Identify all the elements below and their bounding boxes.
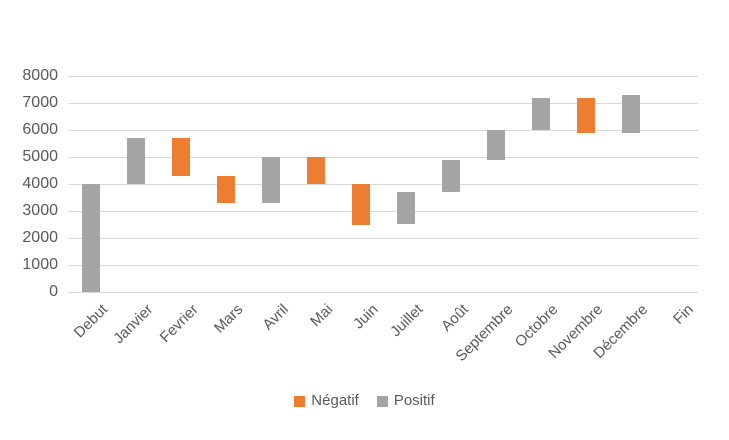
gridline-1000 [68, 265, 698, 266]
x-axis-label-debut: Debut [71, 301, 112, 342]
gridline-0 [68, 292, 698, 293]
gridline-2000 [68, 238, 698, 239]
legend-marker-positif [376, 395, 388, 407]
bar-juillet[interactable] [396, 192, 415, 225]
x-axis-label-mars: Mars [210, 301, 247, 337]
legend-label-positif: Positif [393, 392, 435, 409]
x-axis-label-avril: Avril [259, 301, 292, 334]
bar-decembre[interactable] [621, 94, 640, 133]
y-axis-tick-label-4000: 4000 [22, 175, 58, 192]
x-axis-label-juillet: Juillet [387, 301, 427, 341]
y-axis-tick-label-7000: 7000 [22, 94, 58, 111]
gridline-4000 [68, 184, 698, 185]
bar-juin[interactable] [351, 184, 370, 225]
gridline-7000 [68, 103, 698, 104]
y-axis-tick-label-0: 0 [49, 283, 58, 300]
y-axis-tick-label-3000: 3000 [22, 202, 58, 219]
gridline-3000 [68, 211, 698, 212]
bar-debut[interactable] [81, 184, 100, 292]
x-axis-label-juin: Juin [350, 301, 382, 333]
x-axis-label-fevrier: Fevrier [156, 301, 202, 347]
legend-label-negatif: Négatif [311, 392, 359, 409]
bar-fevrier[interactable] [171, 138, 190, 176]
gridline-8000 [68, 76, 698, 77]
gridline-6000 [68, 130, 698, 131]
gridline-5000 [68, 157, 698, 158]
bar-novembre[interactable] [576, 97, 595, 133]
bar-avril[interactable] [261, 157, 280, 203]
bar-mars[interactable] [216, 175, 235, 203]
x-axis-label-aout: Août [437, 301, 472, 335]
legend: Négatif Positif [0, 392, 729, 410]
y-axis-tick-label-1000: 1000 [22, 256, 58, 273]
y-axis-tick-label-5000: 5000 [22, 148, 58, 165]
bar-septembre[interactable] [486, 130, 505, 160]
y-axis-tick-label-2000: 2000 [22, 229, 58, 246]
bar-janvier[interactable] [126, 138, 145, 184]
y-axis-tick-label-8000: 8000 [22, 67, 58, 84]
x-axis-label-janvier: Janvier [110, 301, 157, 348]
bar-mai[interactable] [306, 157, 325, 184]
legend-item-positif[interactable]: Positif [376, 392, 435, 410]
y-axis-tick-label-6000: 6000 [22, 121, 58, 138]
bar-aout[interactable] [441, 159, 460, 193]
bar-octobre[interactable] [531, 97, 550, 130]
x-axis-label-mai: Mai [307, 301, 337, 331]
legend-item-negatif[interactable]: Négatif [294, 392, 359, 410]
legend-marker-negatif [294, 395, 306, 407]
x-axis-label-fin: Fin [669, 301, 697, 328]
